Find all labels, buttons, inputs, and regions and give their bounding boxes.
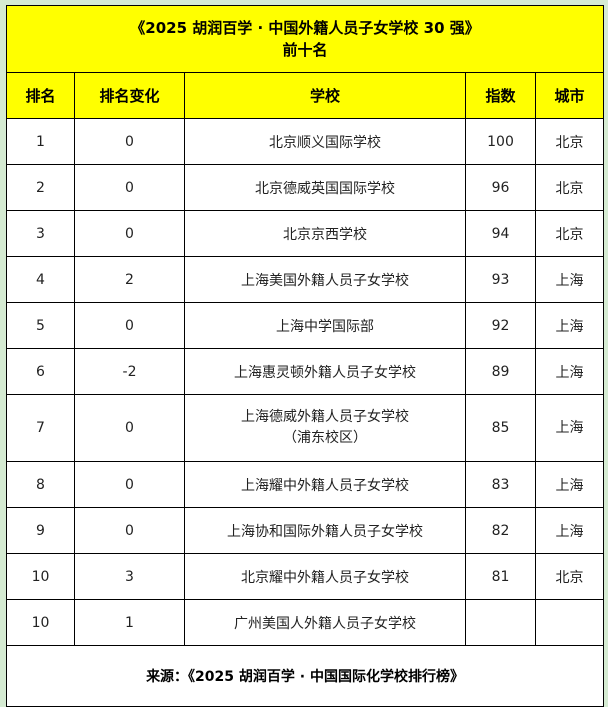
school-cell: 上海德威外籍人员子女学校 （浦东校区） bbox=[184, 394, 466, 462]
school-cell: 广州美国人外籍人员子女学校 bbox=[184, 599, 466, 646]
school-name: 上海中学国际部 bbox=[276, 318, 374, 335]
title-line2: 前十名 bbox=[282, 41, 328, 59]
source-note: 来源：《2025 胡润百学 · 中国国际化学校排行榜》 bbox=[5, 645, 605, 707]
city-cell: 北京 bbox=[534, 210, 605, 257]
school-cell: 北京耀中外籍人员子女学校 bbox=[184, 553, 466, 600]
city-cell: 北京 bbox=[534, 118, 605, 165]
school-name: 北京京西学校 bbox=[283, 226, 367, 243]
index-cell: 82 bbox=[465, 507, 536, 554]
ranking-table: 《2025 胡润百学 · 中国外籍人员子女学校 30 强》 前十名 排名 排名变化… bbox=[5, 5, 605, 707]
school-name: 北京德威英国国际学校 bbox=[255, 180, 395, 197]
rank-cell: 8 bbox=[6, 461, 75, 508]
school-cell: 北京德威英国国际学校 bbox=[184, 164, 466, 211]
city-cell: 上海 bbox=[534, 507, 605, 554]
header-rank: 排名 bbox=[6, 72, 75, 119]
school-cell: 上海协和国际外籍人员子女学校 bbox=[184, 507, 466, 554]
index-cell: 100 bbox=[465, 118, 536, 165]
footer-row: 来源：《2025 胡润百学 · 中国国际化学校排行榜》 bbox=[5, 645, 605, 707]
change-cell: -2 bbox=[74, 348, 185, 395]
header-row: 排名 排名变化 学校 指数 城市 bbox=[6, 72, 605, 119]
change-cell: 0 bbox=[74, 210, 185, 257]
city-cell: 上海 bbox=[534, 348, 605, 395]
change-cell: 0 bbox=[74, 118, 185, 165]
city-cell: 上海 bbox=[534, 461, 605, 508]
rank-cell: 7 bbox=[6, 394, 75, 462]
index-cell: 83 bbox=[465, 461, 536, 508]
rank-cell: 3 bbox=[6, 210, 75, 257]
index-cell: 94 bbox=[465, 210, 536, 257]
school-name: 上海协和国际外籍人员子女学校 bbox=[227, 523, 423, 540]
rank-cell: 2 bbox=[6, 164, 75, 211]
index-cell: 81 bbox=[465, 553, 536, 600]
change-cell: 2 bbox=[74, 256, 185, 303]
table-title: 《2025 胡润百学 · 中国外籍人员子女学校 30 强》 前十名 bbox=[5, 5, 605, 73]
change-cell: 0 bbox=[74, 507, 185, 554]
rank-cell: 10 bbox=[6, 599, 75, 646]
rank-cell: 4 bbox=[6, 256, 75, 303]
table-row: 5 0 上海中学国际部 92 上海 bbox=[6, 302, 605, 349]
index-cell: 85 bbox=[465, 394, 536, 462]
header-change: 排名变化 bbox=[74, 72, 185, 119]
school-name: 上海耀中外籍人员子女学校 bbox=[241, 477, 409, 494]
city-cell: 上海 bbox=[534, 302, 605, 349]
title-row: 《2025 胡润百学 · 中国外籍人员子女学校 30 强》 前十名 bbox=[5, 5, 605, 73]
school-name: 广州美国人外籍人员子女学校 bbox=[234, 615, 416, 632]
city-cell: 北京 bbox=[534, 164, 605, 211]
title-line1: 《2025 胡润百学 · 中国外籍人员子女学校 30 强》 bbox=[130, 19, 480, 37]
index-cell: 96 bbox=[465, 164, 536, 211]
school-cell: 上海中学国际部 bbox=[184, 302, 466, 349]
index-cell bbox=[465, 599, 536, 646]
change-cell: 0 bbox=[74, 461, 185, 508]
header-index: 指数 bbox=[465, 72, 536, 119]
school-cell: 上海耀中外籍人员子女学校 bbox=[184, 461, 466, 508]
school-name: 上海美国外籍人员子女学校 bbox=[241, 272, 409, 289]
rank-cell: 9 bbox=[6, 507, 75, 554]
city-cell bbox=[534, 599, 605, 646]
header-school: 学校 bbox=[184, 72, 466, 119]
school-cell: 北京京西学校 bbox=[184, 210, 466, 257]
change-cell: 3 bbox=[74, 553, 185, 600]
table-row: 9 0 上海协和国际外籍人员子女学校 82 上海 bbox=[6, 507, 605, 554]
school-cell: 北京顺义国际学校 bbox=[184, 118, 466, 165]
table-row: 3 0 北京京西学校 94 北京 bbox=[6, 210, 605, 257]
index-cell: 93 bbox=[465, 256, 536, 303]
school-name: 上海德威外籍人员子女学校 bbox=[241, 409, 409, 425]
change-cell: 0 bbox=[74, 164, 185, 211]
change-cell: 0 bbox=[74, 302, 185, 349]
change-cell: 1 bbox=[74, 599, 185, 646]
table-row: 1 0 北京顺义国际学校 100 北京 bbox=[6, 118, 605, 165]
school-name: 北京耀中外籍人员子女学校 bbox=[241, 569, 409, 586]
table-row: 4 2 上海美国外籍人员子女学校 93 上海 bbox=[6, 256, 605, 303]
city-cell: 上海 bbox=[534, 394, 605, 462]
rank-cell: 1 bbox=[6, 118, 75, 165]
table-row: 10 1 广州美国人外籍人员子女学校 bbox=[6, 599, 605, 646]
rank-cell: 5 bbox=[6, 302, 75, 349]
school-cell: 上海美国外籍人员子女学校 bbox=[184, 256, 466, 303]
header-city: 城市 bbox=[534, 72, 605, 119]
rank-cell: 6 bbox=[6, 348, 75, 395]
school-cell: 上海惠灵顿外籍人员子女学校 bbox=[184, 348, 466, 395]
school-name: 北京顺义国际学校 bbox=[269, 134, 381, 151]
change-cell: 0 bbox=[74, 394, 185, 462]
city-cell: 上海 bbox=[534, 256, 605, 303]
city-cell: 北京 bbox=[534, 553, 605, 600]
table-row: 7 0 上海德威外籍人员子女学校 （浦东校区） 85 上海 bbox=[6, 394, 605, 462]
index-cell: 89 bbox=[465, 348, 536, 395]
table-row: 8 0 上海耀中外籍人员子女学校 83 上海 bbox=[6, 461, 605, 508]
school-campus: （浦东校区） bbox=[283, 430, 367, 446]
index-cell: 92 bbox=[465, 302, 536, 349]
rank-cell: 10 bbox=[6, 553, 75, 600]
table-row: 10 3 北京耀中外籍人员子女学校 81 北京 bbox=[6, 553, 605, 600]
table-row: 2 0 北京德威英国国际学校 96 北京 bbox=[6, 164, 605, 211]
table-row: 6 -2 上海惠灵顿外籍人员子女学校 89 上海 bbox=[6, 348, 605, 395]
school-name: 上海惠灵顿外籍人员子女学校 bbox=[234, 364, 416, 381]
